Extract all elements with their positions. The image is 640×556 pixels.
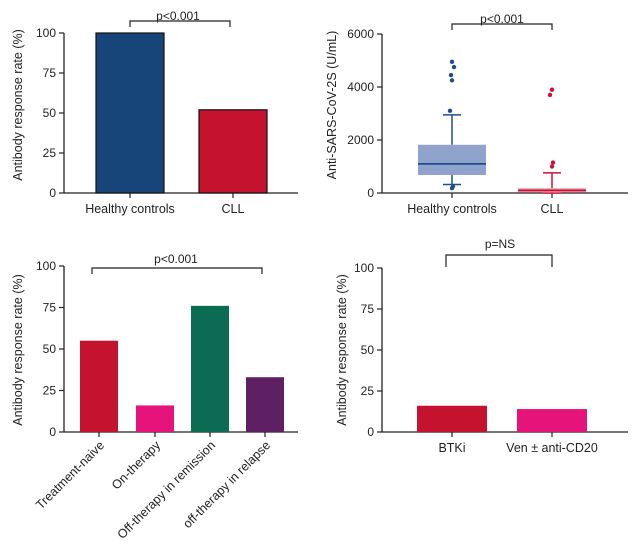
bar-ven-anti-cd20 xyxy=(517,409,587,432)
y-tick-label: 50 xyxy=(43,106,57,120)
y-tick-label: 0 xyxy=(367,186,374,200)
significance-bracket xyxy=(91,267,263,274)
panel-d-y-axis-label: Antibody response rate (%) xyxy=(335,274,349,425)
y-tick-label: 2000 xyxy=(347,133,374,147)
y-tick-label: 100 xyxy=(36,26,56,40)
panel-healthy-vs-cll-response-rate: Antibody response rate (%) p<0.001 0 25 50… xyxy=(11,9,298,216)
panel-c-y-axis-label: Antibody response rate (%) xyxy=(11,274,25,425)
y-tick-label: 0 xyxy=(49,186,56,200)
panel-a-y-axis-label: Antibody response rate (%) xyxy=(11,29,25,180)
bar-off-therapy-in-relapse xyxy=(246,377,284,432)
panel-a-significance-label: p<0.001 xyxy=(156,9,200,23)
panel-response-by-regimen: Antibody response rate (%) p=NS 0 25 50 75 1… xyxy=(335,237,628,455)
panel-b-y-axis-label: Anti-SARS-CoV-2S (U/mL) xyxy=(325,31,339,180)
panel-c-significance-label: p<0.001 xyxy=(154,252,198,266)
y-tick-label: 25 xyxy=(43,384,57,398)
outlier-point xyxy=(549,87,555,92)
x-category-label: On-therapy xyxy=(109,438,164,493)
panel-d-significance-label: p=NS xyxy=(485,237,515,251)
bar-on-therapy xyxy=(136,405,174,432)
significance-bracket xyxy=(451,23,553,30)
significance-bracket xyxy=(129,20,231,27)
outlier-point xyxy=(451,64,457,70)
panel-b-significance-label: p<0.001 xyxy=(480,12,524,26)
outlier-point xyxy=(549,164,555,169)
y-tick-label: 50 xyxy=(361,343,375,357)
y-tick-label: 0 xyxy=(367,425,374,439)
bar-healthy-controls xyxy=(95,32,165,194)
x-category-label: CLL xyxy=(541,202,564,216)
x-category-label: Healthy controls xyxy=(85,202,175,216)
bar-cll xyxy=(198,109,268,194)
outlier-point xyxy=(448,72,454,78)
iqr-box xyxy=(418,144,486,175)
y-tick-label: 25 xyxy=(43,146,57,160)
x-category-label: Off-therapy in remission xyxy=(115,438,219,542)
x-category-label: Treatment-naive xyxy=(33,438,107,512)
panel-response-by-treatment-status: Antibody response rate (%) p<0.001 0 25 50… xyxy=(11,252,298,542)
x-category-label: Ven ± anti-CD20 xyxy=(506,441,598,455)
bar-btki xyxy=(417,405,487,432)
panel-anti-spike-titers-boxplot: Anti-SARS-CoV-2S (U/mL) p<0.001 0 2000 400… xyxy=(325,12,628,216)
x-category-label: CLL xyxy=(222,202,245,216)
y-tick-label: 50 xyxy=(43,342,57,356)
outlier-point xyxy=(449,78,455,83)
y-tick-label: 100 xyxy=(36,259,56,273)
outlier-point xyxy=(450,184,456,189)
y-tick-label: 6000 xyxy=(347,27,374,41)
bar-treatment-naive xyxy=(80,340,118,432)
bar-off-therapy-in-remission xyxy=(191,305,229,432)
outlier-point xyxy=(447,108,453,114)
y-tick-label: 4000 xyxy=(347,80,374,94)
y-tick-label: 75 xyxy=(43,66,57,80)
y-tick-label: 0 xyxy=(49,425,56,439)
y-tick-label: 75 xyxy=(361,302,375,316)
y-tick-label: 100 xyxy=(354,261,374,275)
outlier-point xyxy=(547,92,553,98)
y-tick-label: 75 xyxy=(43,301,57,315)
y-tick-label: 25 xyxy=(361,384,375,398)
x-category-label: BTKi xyxy=(438,441,465,455)
outlier-point xyxy=(550,160,556,165)
x-category-label: Healthy controls xyxy=(407,202,497,216)
outlier-point xyxy=(449,59,455,65)
significance-bracket xyxy=(445,254,553,267)
